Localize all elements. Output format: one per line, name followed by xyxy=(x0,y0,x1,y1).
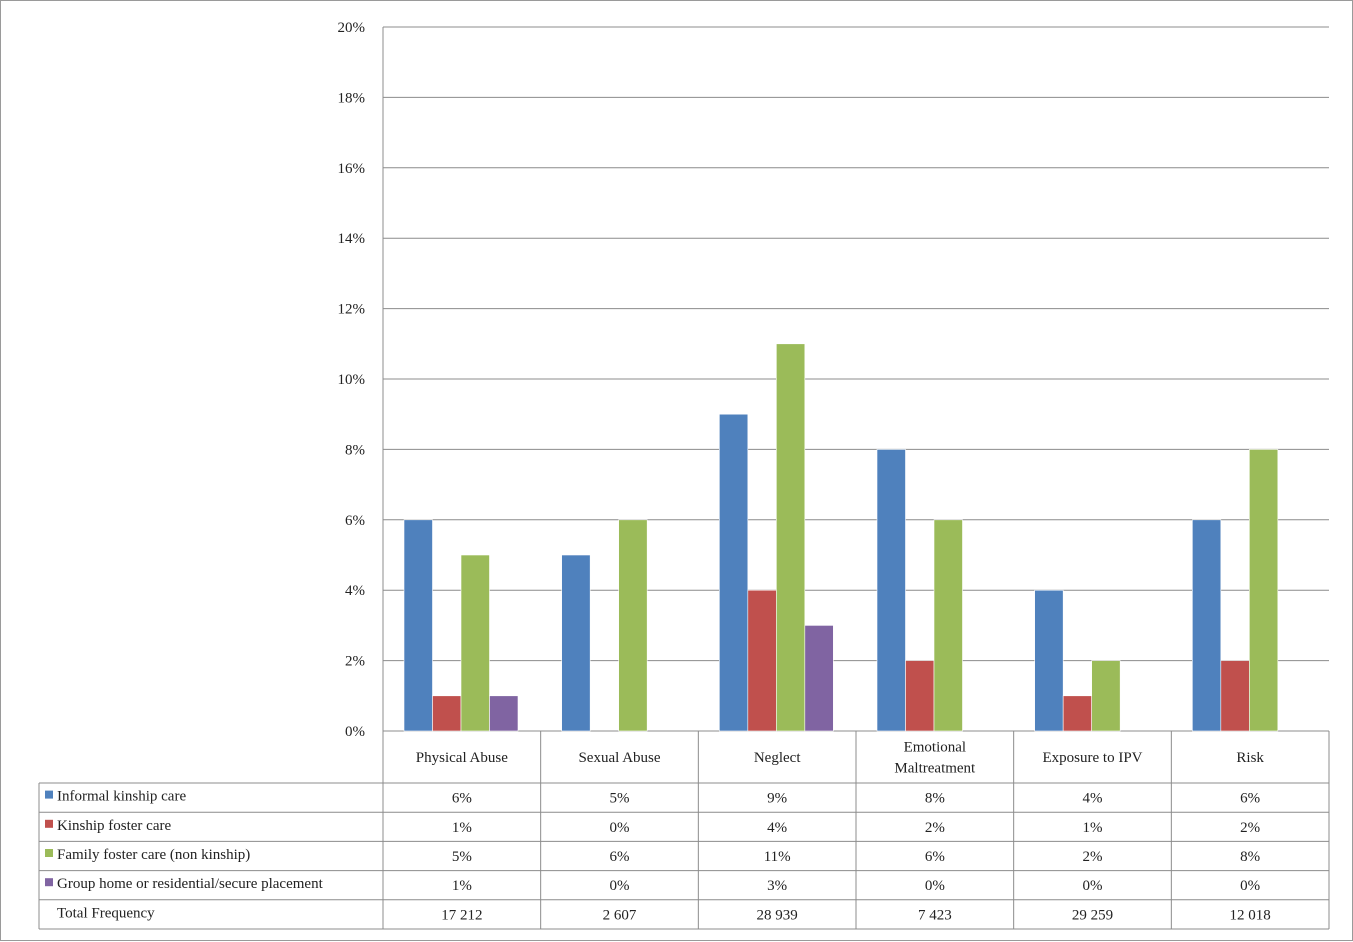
y-tick-label: 10% xyxy=(338,372,366,388)
x-category-label: Maltreatment xyxy=(894,761,976,777)
data-label: 6% xyxy=(925,849,945,865)
data-label: 6% xyxy=(1240,791,1260,807)
legend-entry: Kinship foster care xyxy=(57,818,171,834)
x-category-label: Sexual Abuse xyxy=(578,750,660,766)
bar xyxy=(719,413,749,732)
data-label: 2% xyxy=(1240,820,1260,836)
data-label: 6% xyxy=(610,849,630,865)
total-frequency-value: 7 423 xyxy=(918,907,952,923)
bar xyxy=(460,554,490,732)
bar xyxy=(1091,660,1121,732)
y-tick-label: 4% xyxy=(345,583,365,599)
bar xyxy=(876,449,906,732)
data-label: 9% xyxy=(767,791,787,807)
legend-swatch xyxy=(45,878,53,887)
x-category-label: Neglect xyxy=(754,750,801,766)
data-label: 2% xyxy=(925,820,945,836)
data-label: 1% xyxy=(452,878,472,894)
data-label: 0% xyxy=(1240,878,1260,894)
data-label: 5% xyxy=(610,791,630,807)
y-tick-label: 6% xyxy=(345,513,365,529)
data-label: 5% xyxy=(452,849,472,865)
bar xyxy=(905,660,935,732)
total-frequency-value: 28 939 xyxy=(757,907,798,923)
bar xyxy=(776,343,806,732)
bar xyxy=(489,695,519,732)
data-label: 2% xyxy=(1083,849,1103,865)
data-label: 4% xyxy=(1083,791,1103,807)
data-label: 8% xyxy=(925,791,945,807)
total-frequency-value: 2 607 xyxy=(603,907,637,923)
data-label: 0% xyxy=(610,820,630,836)
y-tick-label: 20% xyxy=(338,20,366,36)
bar xyxy=(1220,660,1250,732)
x-category-label: Risk xyxy=(1236,750,1264,766)
bar xyxy=(747,589,777,732)
data-label: 0% xyxy=(925,878,945,894)
legend-swatch xyxy=(45,790,53,799)
total-frequency-value: 17 212 xyxy=(441,907,482,923)
y-tick-label: 16% xyxy=(338,161,366,177)
legend-swatch xyxy=(45,849,53,857)
total-frequency-value: 29 259 xyxy=(1072,907,1113,923)
total-frequency-label: Total Frequency xyxy=(57,905,155,921)
bar xyxy=(1034,589,1064,732)
y-tick-label: 12% xyxy=(338,302,366,318)
x-category-label: Exposure to IPV xyxy=(1043,750,1143,766)
bar xyxy=(561,554,591,732)
y-tick-label: 18% xyxy=(338,90,366,106)
legend-swatch xyxy=(45,819,53,828)
x-category-label: Physical Abuse xyxy=(416,750,508,766)
data-label: 3% xyxy=(767,878,787,894)
data-label: 1% xyxy=(452,820,472,836)
bar xyxy=(933,519,963,732)
y-tick-label: 14% xyxy=(338,231,366,247)
y-tick-label: 0% xyxy=(345,724,365,740)
bar xyxy=(618,519,648,732)
data-label: 8% xyxy=(1240,849,1260,865)
bar xyxy=(432,695,462,732)
legend-entry: Group home or residential/secure placeme… xyxy=(57,876,324,892)
data-label: 4% xyxy=(767,820,787,836)
y-tick-label: 8% xyxy=(345,442,365,458)
data-label: 6% xyxy=(452,791,472,807)
legend-entry: Family foster care (non kinship) xyxy=(57,847,250,863)
legend-entry: Informal kinship care xyxy=(57,789,186,805)
data-label: 11% xyxy=(764,849,791,865)
bar xyxy=(804,625,834,732)
data-label: 1% xyxy=(1083,820,1103,836)
x-category-label: Emotional xyxy=(904,740,967,756)
data-label: 0% xyxy=(1083,878,1103,894)
bar xyxy=(403,519,433,732)
bar xyxy=(1062,695,1092,732)
total-frequency-value: 12 018 xyxy=(1230,907,1271,923)
bar xyxy=(1192,519,1222,732)
y-tick-label: 2% xyxy=(345,654,365,670)
data-label: 0% xyxy=(610,878,630,894)
bar xyxy=(1249,449,1279,732)
